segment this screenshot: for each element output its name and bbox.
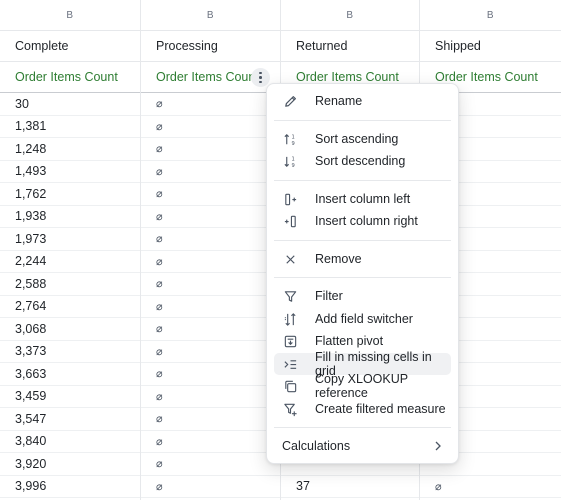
menu-item-label: Flatten pivot xyxy=(315,334,383,348)
table-cell[interactable]: 2,764 xyxy=(0,296,140,319)
flatten-icon xyxy=(283,334,298,349)
measure-header[interactable]: Order Items Count xyxy=(141,62,280,93)
menu-item-label: Calculations xyxy=(282,439,350,453)
table-cell[interactable]: ⌀ xyxy=(141,296,280,319)
copy-icon xyxy=(283,379,298,394)
chevron-right-icon xyxy=(431,439,445,453)
menu-item-label: Copy XLOOKUP reference xyxy=(315,372,451,400)
filter-icon xyxy=(283,289,298,304)
table-cell[interactable]: 3,996 xyxy=(0,476,140,499)
menu-item-create-filtered-measure[interactable]: Create filtered measure xyxy=(274,398,451,421)
column-menu-icon[interactable] xyxy=(251,68,270,87)
menu-item-copy-xlookup[interactable]: Copy XLOOKUP reference xyxy=(274,375,451,398)
column-header[interactable]: Processing xyxy=(141,31,280,62)
table-cell[interactable]: 1,938 xyxy=(0,206,140,229)
table-cell[interactable]: ⌀ xyxy=(141,363,280,386)
menu-item-calculations[interactable]: Calculations xyxy=(274,435,451,458)
menu-item-label: Sort descending xyxy=(315,154,405,168)
table-cell[interactable]: ⌀ xyxy=(141,206,280,229)
column-letter[interactable]: B xyxy=(0,0,140,31)
menu-item-label: Rename xyxy=(315,94,362,108)
table-cell[interactable]: 1,973 xyxy=(0,228,140,251)
menu-item-label: Insert column right xyxy=(315,214,418,228)
menu-item-rename[interactable]: Rename xyxy=(274,90,451,113)
table-cell[interactable]: 30 xyxy=(0,93,140,116)
table-cell[interactable]: ⌀ xyxy=(141,341,280,364)
menu-item-label: Insert column left xyxy=(315,192,410,206)
column-complete: B Complete Order Items Count 30 1,381 1,… xyxy=(0,0,141,500)
table-cell[interactable]: ⌀ xyxy=(141,228,280,251)
table-cell[interactable]: 2,244 xyxy=(0,251,140,274)
menu-item-remove[interactable]: Remove xyxy=(274,248,451,271)
menu-divider xyxy=(274,240,451,241)
table-cell[interactable]: ⌀ xyxy=(141,251,280,274)
table-cell[interactable]: 1,762 xyxy=(0,183,140,206)
column-letter[interactable]: B xyxy=(141,0,280,31)
pencil-icon xyxy=(283,94,298,109)
table-cell[interactable]: 3,068 xyxy=(0,318,140,341)
measure-header[interactable]: Order Items Count xyxy=(0,62,140,93)
column-letter[interactable]: B xyxy=(420,0,561,31)
menu-item-filter[interactable]: Filter xyxy=(274,285,451,308)
svg-text:1: 1 xyxy=(291,157,294,163)
field-switcher-icon xyxy=(283,312,298,327)
table-cell[interactable]: ⌀ xyxy=(141,476,280,499)
table-cell[interactable]: 3,547 xyxy=(0,408,140,431)
table-cell[interactable]: ⌀ xyxy=(141,161,280,184)
insert-column-right-icon xyxy=(283,214,298,229)
menu-item-label: Remove xyxy=(315,252,362,266)
fill-cells-icon xyxy=(283,357,298,372)
menu-item-add-field-switcher[interactable]: Add field switcher xyxy=(274,308,451,331)
table-cell[interactable]: 3,840 xyxy=(0,431,140,454)
table-cell[interactable]: ⌀ xyxy=(141,386,280,409)
table-cell[interactable]: ⌀ xyxy=(141,138,280,161)
menu-item-label: Filter xyxy=(315,289,343,303)
svg-text:1: 1 xyxy=(291,134,294,140)
column-header[interactable]: Shipped xyxy=(420,31,561,62)
menu-divider xyxy=(274,427,451,428)
table-cell[interactable]: ⌀ xyxy=(420,476,561,499)
column-letter[interactable]: B xyxy=(281,0,419,31)
table-cell[interactable]: ⌀ xyxy=(141,318,280,341)
filter-plus-icon xyxy=(283,402,298,417)
table-cell[interactable]: 3,373 xyxy=(0,341,140,364)
table-cell[interactable]: ⌀ xyxy=(141,183,280,206)
table-cell[interactable]: 37 xyxy=(281,476,419,499)
table-cell[interactable]: ⌀ xyxy=(141,273,280,296)
table-cell[interactable]: 3,459 xyxy=(0,386,140,409)
table-cell[interactable]: ⌀ xyxy=(141,453,280,476)
close-icon xyxy=(283,252,298,267)
menu-item-label: Create filtered measure xyxy=(315,402,446,416)
menu-item-insert-column-right[interactable]: Insert column right xyxy=(274,210,451,233)
insert-column-left-icon xyxy=(283,192,298,207)
sort-descending-icon: 19 xyxy=(283,154,298,169)
menu-divider xyxy=(274,277,451,278)
table-cell[interactable]: 2,588 xyxy=(0,273,140,296)
menu-item-label: Sort ascending xyxy=(315,132,398,146)
table-cell[interactable]: 1,493 xyxy=(0,161,140,184)
menu-divider xyxy=(274,180,451,181)
menu-item-insert-column-left[interactable]: Insert column left xyxy=(274,188,451,211)
measure-header-label: Order Items Count xyxy=(156,70,259,84)
table-cell[interactable]: 3,663 xyxy=(0,363,140,386)
table-cell[interactable]: ⌀ xyxy=(141,408,280,431)
svg-text:9: 9 xyxy=(291,163,294,169)
column-header[interactable]: Returned xyxy=(281,31,419,62)
table-cell[interactable]: ⌀ xyxy=(141,93,280,116)
svg-text:9: 9 xyxy=(291,141,294,147)
table-cell[interactable]: 1,381 xyxy=(0,116,140,139)
table-cell[interactable]: ⌀ xyxy=(141,116,280,139)
menu-item-label: Add field switcher xyxy=(315,312,413,326)
column-processing: B Processing Order Items Count ⌀ ⌀ ⌀ ⌀ ⌀… xyxy=(141,0,281,500)
menu-divider xyxy=(274,120,451,121)
column-header[interactable]: Complete xyxy=(0,31,140,62)
table-cell[interactable]: ⌀ xyxy=(141,431,280,454)
table-cell[interactable]: 1,248 xyxy=(0,138,140,161)
table-cell[interactable]: 3,920 xyxy=(0,453,140,476)
